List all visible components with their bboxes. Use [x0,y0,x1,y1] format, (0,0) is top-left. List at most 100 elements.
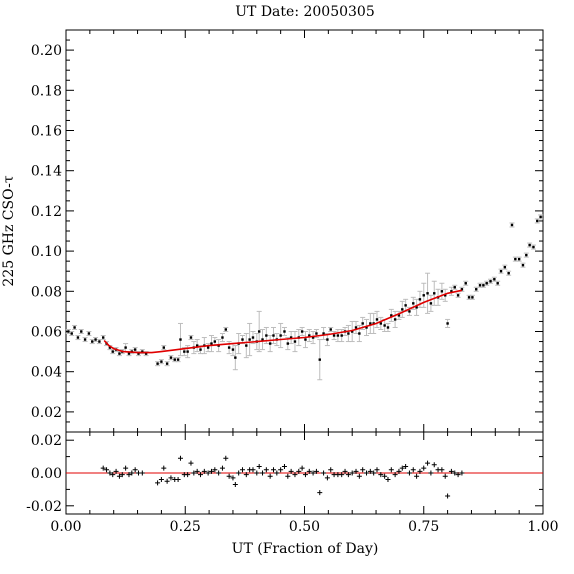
main-points [67,215,542,365]
data-point [91,340,94,343]
main-y-tick-label: 0.18 [31,83,62,99]
resid-y-tick-label: 0.00 [31,466,62,482]
residual-point [425,460,431,466]
x-tick-label: 1.00 [527,519,558,535]
data-point [286,342,290,345]
data-point [186,350,189,353]
residual-point [158,477,164,483]
data-point [213,340,217,343]
data-point [318,358,321,361]
data-point [160,360,163,363]
data-point [517,257,521,261]
data-point [446,322,449,325]
residual-point [288,468,294,474]
data-point [118,352,121,355]
data-point [224,328,227,331]
data-point [315,332,318,335]
residual-point [198,472,204,478]
data-point [499,270,503,273]
data-point [304,338,307,341]
residual-point [219,465,225,471]
data-point [444,294,447,297]
data-point [183,350,186,353]
data-point [283,330,286,333]
residual-point [129,470,135,476]
data-point [221,336,224,339]
x-tick-label: 0.50 [289,519,320,535]
residual-point [324,475,330,481]
residual-point [139,470,145,476]
residual-point [119,472,125,478]
residual-point [364,470,370,476]
data-point [464,282,467,285]
data-point [289,336,293,339]
data-point [141,350,144,353]
residual-point [216,470,222,476]
data-point [76,336,80,339]
main-y-tick-label: 0.10 [31,244,62,260]
residual-points [100,455,465,499]
data-point [162,346,165,349]
data-point [375,318,379,321]
data-point [227,346,231,349]
data-point [165,362,169,365]
data-point [365,326,368,329]
main-y-tick-label: 0.06 [31,325,62,341]
data-point [169,356,173,359]
residual-point [278,467,284,473]
data-point [87,332,91,335]
main-y-tick-label: 0.08 [31,284,62,300]
data-point [471,296,474,299]
data-point [503,265,507,269]
data-point [393,318,397,321]
data-point [248,338,251,341]
data-point [137,352,140,355]
data-point [412,302,415,305]
data-point [199,348,202,351]
residual-point [339,472,345,478]
data-point [475,288,478,291]
data-point [102,336,105,339]
residual-point [382,473,388,479]
data-point [379,322,383,325]
y-axis-label: 225 GHz CSO-τ [1,175,17,286]
data-point [108,346,112,349]
residual-point [256,463,262,469]
residual-point [388,467,394,473]
residual-point [399,465,405,471]
residual-point [126,472,132,478]
data-point [336,334,340,337]
data-point [536,219,539,223]
residual-point [421,465,427,471]
residual-point [439,467,445,473]
residual-point [431,462,437,468]
residual-point [260,470,266,476]
residual-point [270,467,276,473]
data-point [521,263,525,267]
residual-point [110,472,116,478]
residual-point [185,472,191,478]
data-point [460,288,464,291]
residual-point [299,465,305,471]
data-point [241,338,244,341]
data-point [369,322,372,325]
data-point [98,340,101,343]
residual-point [459,470,465,476]
chart-title: UT Date: 20050305 [235,4,375,20]
data-point [257,330,261,333]
data-point [351,330,354,333]
residual-point [208,468,214,474]
residual-point [168,475,174,481]
data-point [234,356,237,359]
x-tick-label: 0.25 [170,519,201,535]
residual-point [132,467,138,473]
data-point [111,350,114,353]
residual-point [452,470,458,476]
data-point [94,338,97,341]
x-tick-label: 0.75 [408,519,439,535]
residual-point [360,467,366,473]
data-point [433,292,436,295]
data-point [195,344,199,347]
resid-y-tick-label: -0.02 [26,499,62,515]
